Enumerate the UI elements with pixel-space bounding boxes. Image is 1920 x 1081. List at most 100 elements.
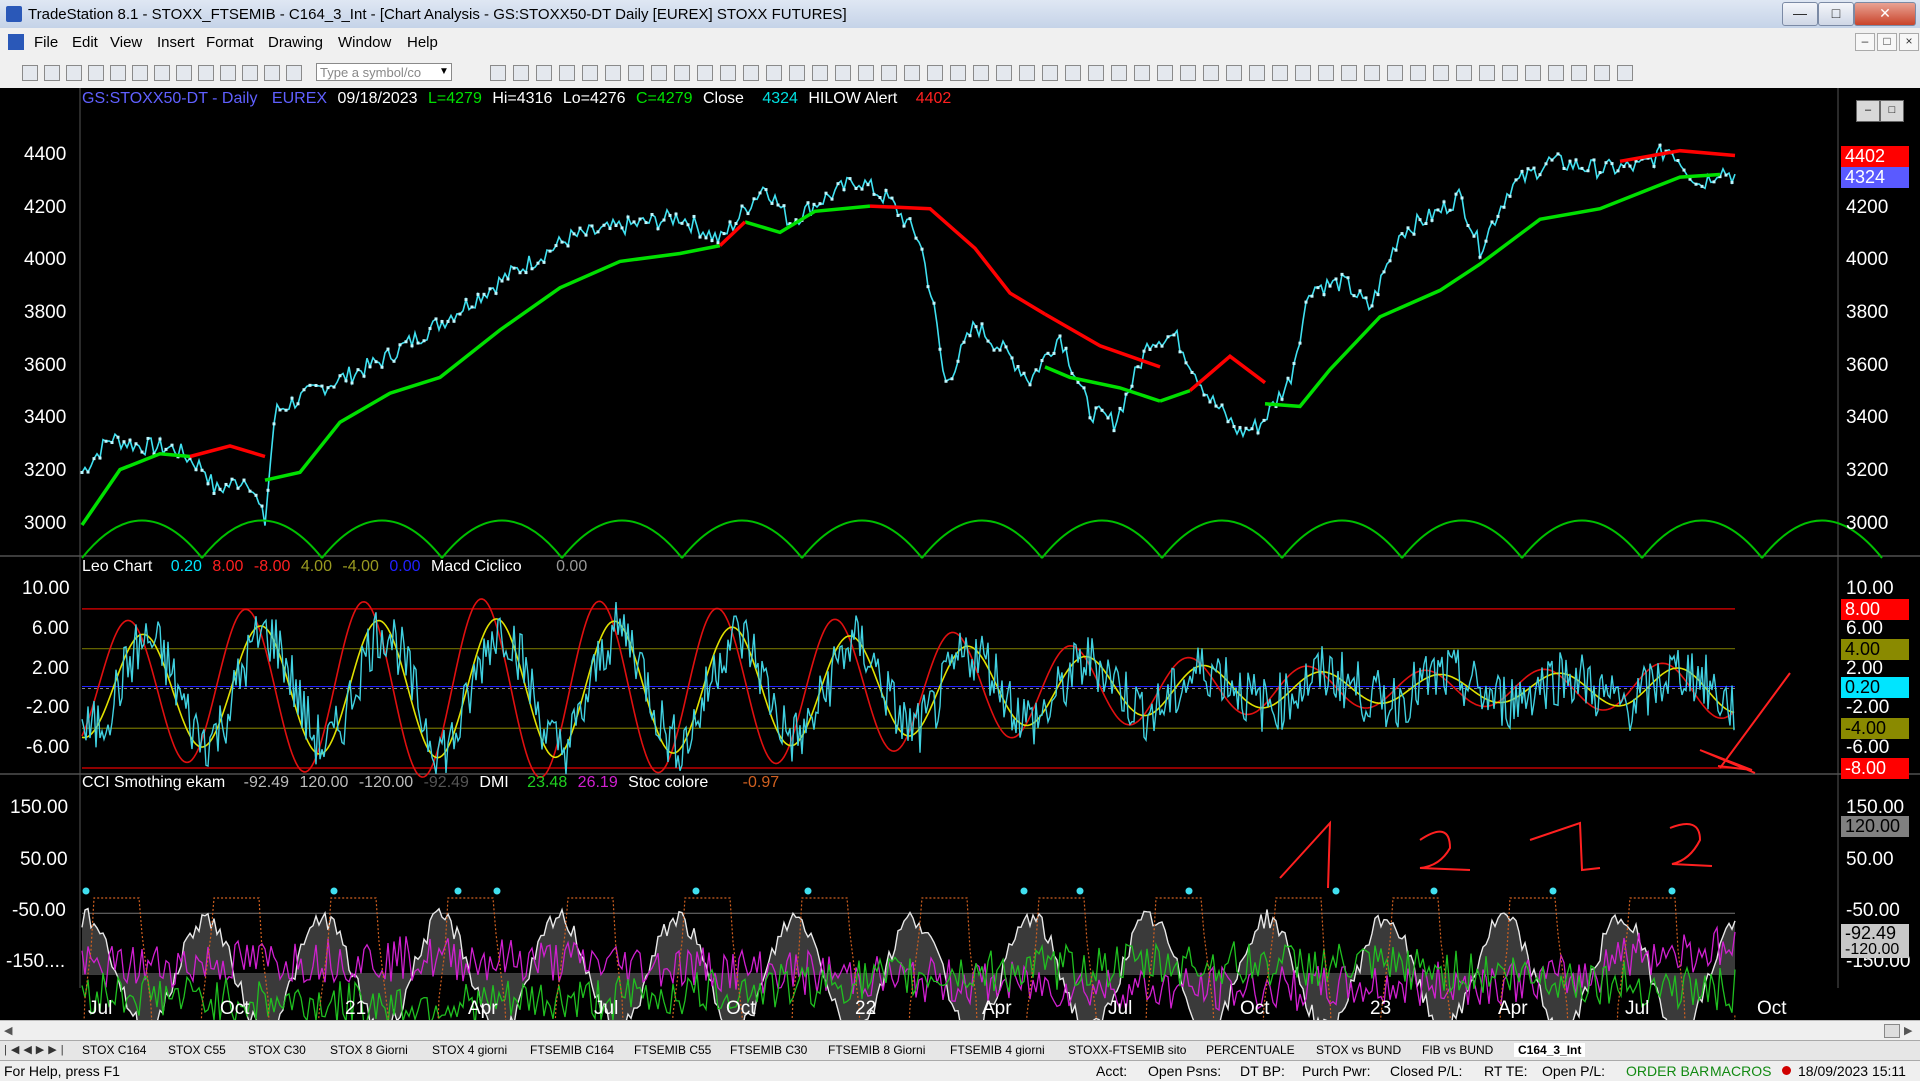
tab-stox-c30[interactable]: STOX C30 bbox=[248, 1043, 306, 1057]
menu-file[interactable]: File bbox=[34, 34, 59, 51]
toolbar-tool-icon[interactable] bbox=[154, 65, 170, 81]
toolbar-tool-icon[interactable] bbox=[1410, 65, 1426, 81]
toolbar-tool-icon[interactable] bbox=[835, 65, 851, 81]
menu-window[interactable]: Window bbox=[338, 34, 392, 51]
toolbar-tool-icon[interactable] bbox=[66, 65, 82, 81]
toolbar-tool-icon[interactable] bbox=[1111, 65, 1127, 81]
toolbar-tool-icon[interactable] bbox=[198, 65, 214, 81]
horizontal-scrollbar[interactable]: ◀ ▶ bbox=[0, 1020, 1920, 1041]
mdi-minimize-button[interactable]: – bbox=[1855, 33, 1875, 51]
tab-ftsemib-4-giorni[interactable]: FTSEMIB 4 giorni bbox=[950, 1043, 1045, 1057]
toolbar-tool-icon[interactable] bbox=[1525, 65, 1541, 81]
toolbar-tool-icon[interactable] bbox=[22, 65, 38, 81]
toolbar-tool-icon[interactable] bbox=[1364, 65, 1380, 81]
toolbar-tool-icon[interactable] bbox=[582, 65, 598, 81]
toolbar-tool-icon[interactable] bbox=[44, 65, 60, 81]
toolbar-tool-icon[interactable] bbox=[881, 65, 897, 81]
toolbar-tool-icon[interactable] bbox=[1295, 65, 1311, 81]
scroll-thumb[interactable] bbox=[1884, 1024, 1900, 1038]
tab-stox-c55[interactable]: STOX C55 bbox=[168, 1043, 226, 1057]
tab-stox-8-giorni[interactable]: STOX 8 Giorni bbox=[330, 1043, 408, 1057]
toolbar-tool-icon[interactable] bbox=[1548, 65, 1564, 81]
toolbar-tool-icon[interactable] bbox=[264, 65, 280, 81]
toolbar-tool-icon[interactable] bbox=[1065, 65, 1081, 81]
maximize-button[interactable]: □ bbox=[1818, 2, 1854, 26]
toolbar-tool-icon[interactable] bbox=[286, 65, 302, 81]
chevron-down-icon[interactable]: ▼ bbox=[439, 66, 449, 77]
toolbar-tool-icon[interactable] bbox=[1617, 65, 1633, 81]
toolbar-tool-icon[interactable] bbox=[513, 65, 529, 81]
toolbar-tool-icon[interactable] bbox=[1272, 65, 1288, 81]
tab-stox-c164[interactable]: STOX C164 bbox=[82, 1043, 147, 1057]
toolbar-tool-icon[interactable] bbox=[651, 65, 667, 81]
tab-c164-3-int[interactable]: C164_3_Int bbox=[1514, 1043, 1586, 1057]
toolbar-tool-icon[interactable] bbox=[1479, 65, 1495, 81]
tab-percentuale[interactable]: PERCENTUALE bbox=[1206, 1043, 1295, 1057]
tab-ftsemib-8-giorni[interactable]: FTSEMIB 8 Giorni bbox=[828, 1043, 926, 1057]
tab-stox-4-giorni[interactable]: STOX 4 giorni bbox=[432, 1043, 508, 1057]
tab-fib-vs-bund[interactable]: FIB vs BUND bbox=[1422, 1043, 1494, 1057]
toolbar-tool-icon[interactable] bbox=[996, 65, 1012, 81]
tab-ftsemib-c30[interactable]: FTSEMIB C30 bbox=[730, 1043, 808, 1057]
toolbar-tool-icon[interactable] bbox=[743, 65, 759, 81]
status-order-bar[interactable]: ORDER BAR bbox=[1626, 1063, 1710, 1079]
mdi-restore-button[interactable]: □ bbox=[1877, 33, 1897, 51]
toolbar-tool-icon[interactable] bbox=[220, 65, 236, 81]
toolbar-tool-icon[interactable] bbox=[1157, 65, 1173, 81]
menu-format[interactable]: Format bbox=[206, 34, 254, 51]
toolbar-tool-icon[interactable] bbox=[1042, 65, 1058, 81]
toolbar-tool-icon[interactable] bbox=[950, 65, 966, 81]
toolbar-tool-icon[interactable] bbox=[1134, 65, 1150, 81]
chart-canvas[interactable] bbox=[0, 88, 1920, 1020]
scroll-left-icon[interactable]: ◀ bbox=[4, 1025, 13, 1037]
toolbar-tool-icon[interactable] bbox=[1318, 65, 1334, 81]
toolbar-tool-icon[interactable] bbox=[536, 65, 552, 81]
toolbar-tool-icon[interactable] bbox=[973, 65, 989, 81]
toolbar-tool-icon[interactable] bbox=[1180, 65, 1196, 81]
toolbar-tool-icon[interactable] bbox=[720, 65, 736, 81]
close-button[interactable]: ✕ bbox=[1854, 2, 1916, 26]
toolbar-tool-icon[interactable] bbox=[674, 65, 690, 81]
toolbar-tool-icon[interactable] bbox=[1088, 65, 1104, 81]
menu-view[interactable]: View bbox=[110, 34, 143, 51]
toolbar-tool-icon[interactable] bbox=[1594, 65, 1610, 81]
pane-restore-button[interactable]: □ bbox=[1880, 100, 1904, 122]
toolbar-tool-icon[interactable] bbox=[559, 65, 575, 81]
toolbar-tool-icon[interactable] bbox=[1502, 65, 1518, 81]
tab-ftsemib-c164[interactable]: FTSEMIB C164 bbox=[530, 1043, 615, 1057]
toolbar-tool-icon[interactable] bbox=[1456, 65, 1472, 81]
menu-drawing[interactable]: Drawing bbox=[268, 34, 324, 51]
toolbar-tool-icon[interactable] bbox=[904, 65, 920, 81]
toolbar-tool-icon[interactable] bbox=[766, 65, 782, 81]
toolbar-tool-icon[interactable] bbox=[1387, 65, 1403, 81]
minimize-button[interactable]: — bbox=[1782, 2, 1818, 26]
toolbar-tool-icon[interactable] bbox=[110, 65, 126, 81]
toolbar-tool-icon[interactable] bbox=[789, 65, 805, 81]
toolbar-tool-icon[interactable] bbox=[1249, 65, 1265, 81]
mdi-close-button[interactable]: × bbox=[1899, 33, 1919, 51]
toolbar-tool-icon[interactable] bbox=[132, 65, 148, 81]
toolbar-tool-icon[interactable] bbox=[812, 65, 828, 81]
tab-ftsemib-c55[interactable]: FTSEMIB C55 bbox=[634, 1043, 712, 1057]
symbol-input[interactable]: Type a symbol/co bbox=[316, 63, 452, 81]
toolbar-tool-icon[interactable] bbox=[176, 65, 192, 81]
scroll-right-icon[interactable]: ▶ bbox=[1904, 1025, 1913, 1037]
tab-stoxx-ftsemib-sito[interactable]: STOXX-FTSEMIB sito bbox=[1068, 1043, 1187, 1057]
toolbar-tool-icon[interactable] bbox=[697, 65, 713, 81]
menu-edit[interactable]: Edit bbox=[72, 34, 98, 51]
toolbar-tool-icon[interactable] bbox=[1019, 65, 1035, 81]
toolbar-tool-icon[interactable] bbox=[605, 65, 621, 81]
menu-help[interactable]: Help bbox=[407, 34, 438, 51]
toolbar-tool-icon[interactable] bbox=[1341, 65, 1357, 81]
toolbar-tool-icon[interactable] bbox=[927, 65, 943, 81]
toolbar-tool-icon[interactable] bbox=[88, 65, 104, 81]
toolbar-tool-icon[interactable] bbox=[1571, 65, 1587, 81]
status-macros[interactable]: MACROS bbox=[1710, 1063, 1772, 1079]
toolbar-tool-icon[interactable] bbox=[628, 65, 644, 81]
toolbar-tool-icon[interactable] bbox=[1226, 65, 1242, 81]
toolbar-tool-icon[interactable] bbox=[1203, 65, 1219, 81]
toolbar-tool-icon[interactable] bbox=[858, 65, 874, 81]
menu-insert[interactable]: Insert bbox=[157, 34, 195, 51]
toolbar-tool-icon[interactable] bbox=[490, 65, 506, 81]
tab-nav-arrows-icon[interactable]: |◀◀▶▶| bbox=[4, 1044, 68, 1056]
